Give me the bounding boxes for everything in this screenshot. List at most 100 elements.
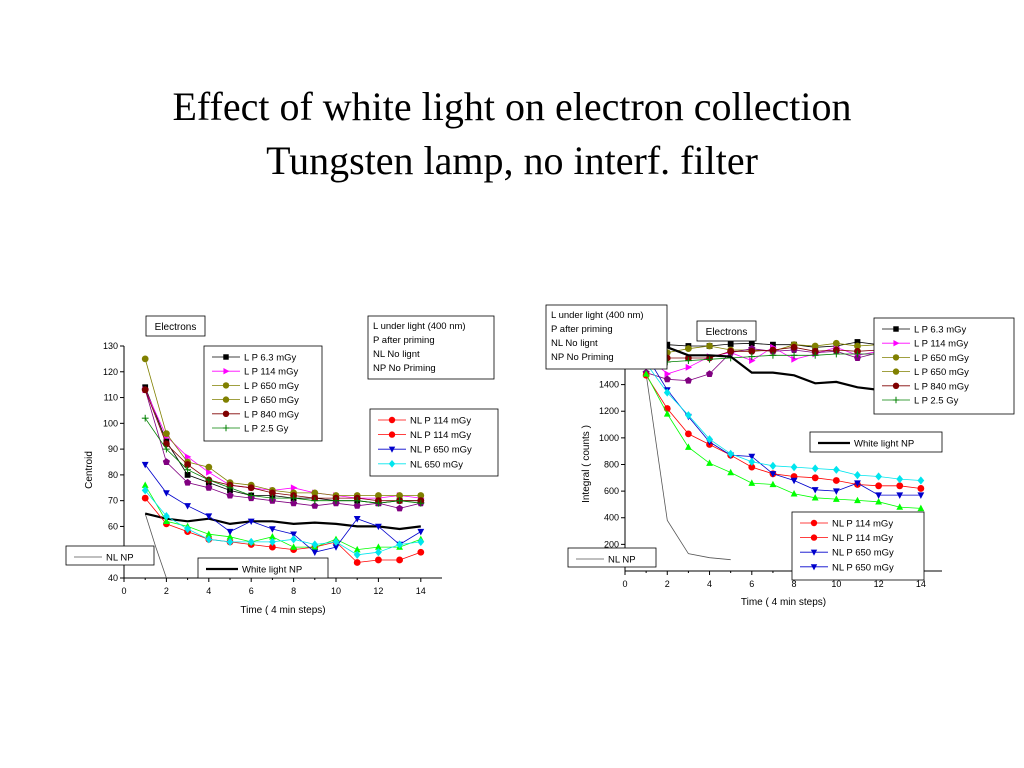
note-line: NP No Priming [373, 363, 436, 374]
marker-circle [727, 347, 735, 355]
marker-circle [388, 416, 396, 424]
marker-diamond [396, 540, 403, 549]
marker-plus [417, 499, 425, 507]
x-tick-label: 8 [792, 579, 797, 589]
legend-entry: NL NP [608, 555, 636, 566]
legend-entry: NL NP [106, 553, 134, 564]
legend-entry: NL P 114 mGy [832, 519, 893, 530]
marker-plus [141, 414, 149, 422]
legend-entry: L P 2.5 Gy [914, 396, 959, 407]
marker-circle [417, 548, 425, 556]
y-tick-label: 120 [103, 367, 118, 377]
marker-plus [832, 350, 840, 358]
marker-triangle-up [375, 543, 382, 550]
marker-triangle-down [205, 513, 213, 520]
note-line: P after priming [551, 324, 613, 335]
marker-triangle-up [163, 517, 170, 525]
note-box: L under light (400 nm) P after priming NL … [545, 304, 668, 370]
marker-circle [269, 489, 276, 497]
marker-plus [396, 497, 403, 505]
legend-box [873, 317, 1015, 415]
marker-circle [222, 410, 230, 417]
marker-diamond [769, 461, 777, 470]
x-tick-label: 6 [749, 579, 754, 589]
marker-circle [854, 342, 861, 350]
legend-entry: L P 650 mGy [914, 367, 969, 378]
marker-triangle-up [727, 468, 735, 476]
marker-circle [141, 386, 149, 394]
legend-entry: L P 650 mGy [244, 395, 299, 406]
marker-circle [417, 492, 425, 499]
panel-label: Electrons [696, 320, 757, 342]
series-line [144, 464, 422, 553]
marker-diamond [353, 550, 361, 559]
marker-triangle-down [748, 453, 756, 461]
marker-circle [748, 463, 756, 471]
legend-entry: NL P 114 mGy [832, 533, 893, 544]
legend: NL P 114 mGy NL P 114 mGy NL P 650 mGy NL 6… [369, 408, 499, 477]
marker-circle [205, 463, 213, 471]
marker-circle [892, 368, 900, 375]
marker-triangle-right [223, 368, 230, 375]
marker-plus [748, 353, 756, 361]
y-tick-label: 80 [108, 470, 118, 480]
legend: White light NP [197, 557, 329, 579]
marker-diamond [205, 535, 213, 544]
x-axis-label: Time ( 4 min steps) [741, 597, 826, 608]
marker-triangle-down [388, 446, 396, 453]
series-9 [141, 486, 425, 559]
marker-triangle-down [875, 492, 882, 499]
marker-triangle-up [854, 496, 861, 504]
legend-box [197, 557, 329, 579]
x-tick-label: 0 [622, 579, 627, 589]
marker-pentagon [226, 491, 234, 499]
marker-triangle-up [353, 545, 361, 553]
marker-triangle-up [790, 490, 798, 497]
series-11 [645, 373, 731, 561]
marker-triangle-up [663, 410, 671, 417]
note-line: L under light (400 nm) [551, 310, 644, 321]
legend-entry: L P 840 mGy [244, 409, 299, 420]
marker-triangle-down [854, 480, 861, 487]
legend-entry: NL P 650 mGy [832, 548, 894, 559]
marker-diamond [832, 465, 840, 474]
marker-square [223, 354, 229, 360]
marker-diamond [917, 476, 925, 485]
marker-triangle-right [664, 370, 672, 378]
marker-triangle-down [163, 490, 170, 497]
marker-circle [769, 346, 777, 354]
panel-label-text: Electrons [706, 327, 748, 338]
marker-pentagon [663, 375, 671, 383]
marker-pentagon [311, 502, 319, 509]
series-11 [144, 513, 167, 579]
marker-diamond [163, 512, 170, 521]
marker-triangle-down [790, 477, 798, 485]
marker-triangle-down [247, 518, 255, 526]
marker-circle [222, 382, 230, 389]
legend-box [809, 431, 943, 453]
marker-circle [832, 346, 840, 354]
x-tick-label: 2 [164, 586, 169, 596]
marker-triangle-up [706, 459, 713, 466]
y-tick-label: 800 [604, 459, 619, 469]
x-tick-label: 0 [121, 586, 126, 596]
marker-triangle-down [811, 487, 819, 494]
marker-circle [917, 485, 925, 492]
series-line [144, 484, 421, 551]
marker-triangle-up [769, 480, 777, 488]
marker-diamond [417, 537, 425, 546]
marker-circle [375, 556, 382, 564]
marker-plus [163, 445, 170, 453]
series-line [144, 389, 421, 499]
marker-plus [311, 497, 319, 505]
marker-circle [163, 430, 170, 438]
marker-diamond [184, 524, 191, 534]
marker-triangle-up [748, 479, 756, 486]
marker-circle [896, 482, 904, 490]
legend-entry: L P 6.3 mGy [914, 325, 967, 336]
marker-diamond [311, 540, 319, 549]
marker-diamond [332, 537, 340, 546]
y-tick-label: 400 [604, 513, 619, 523]
marker-square [184, 471, 191, 478]
